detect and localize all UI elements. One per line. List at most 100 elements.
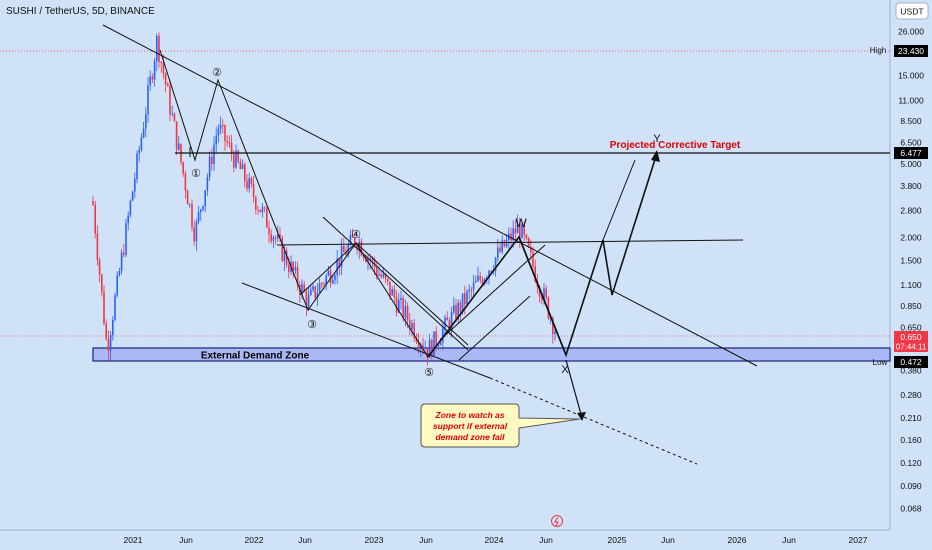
candle-27 bbox=[151, 73, 154, 84]
candle-16 bbox=[127, 211, 129, 231]
flash-icon[interactable] bbox=[551, 515, 563, 527]
candle-45 bbox=[191, 199, 193, 232]
low-marker: Low 0.472 bbox=[873, 356, 928, 368]
y-tick-10: 1.500 bbox=[900, 255, 922, 265]
candle-59 bbox=[222, 119, 224, 134]
price-axis[interactable] bbox=[890, 0, 932, 550]
wave-3-label: ③ bbox=[307, 319, 317, 331]
svg-text:6.477: 6.477 bbox=[900, 148, 922, 158]
x-tick-2: 2022 bbox=[245, 535, 264, 545]
y-tick-17: 0.210 bbox=[900, 413, 922, 423]
impulse-wave-path bbox=[159, 49, 429, 358]
x-tick-1: Jun bbox=[179, 535, 193, 545]
candle-37 bbox=[173, 112, 176, 122]
candle-118 bbox=[351, 228, 354, 238]
candle-44 bbox=[189, 203, 191, 209]
svg-text:Low: Low bbox=[873, 358, 888, 367]
candle-57 bbox=[217, 124, 220, 143]
candle-138 bbox=[395, 290, 398, 317]
candle-98 bbox=[307, 286, 310, 312]
candle-40 bbox=[180, 143, 182, 165]
candle-67 bbox=[239, 158, 242, 170]
breakdown-arrow bbox=[565, 359, 583, 419]
wedge-upper-line bbox=[322, 216, 469, 351]
candle-8 bbox=[109, 331, 112, 361]
candle-114 bbox=[343, 237, 345, 253]
candle-207 bbox=[547, 296, 550, 321]
candle-79 bbox=[266, 204, 268, 228]
svg-text:0.472: 0.472 bbox=[900, 357, 922, 367]
candle-93 bbox=[296, 261, 299, 291]
callout-line-2: support if external bbox=[433, 421, 508, 431]
currency-button[interactable]: USDT bbox=[895, 2, 929, 20]
candle-23 bbox=[142, 121, 145, 139]
candle-107 bbox=[327, 265, 330, 277]
candle-100 bbox=[312, 283, 314, 293]
candle-58 bbox=[219, 116, 222, 135]
candle-81 bbox=[270, 229, 272, 244]
candle-7 bbox=[107, 330, 110, 361]
candle-167 bbox=[459, 299, 462, 322]
candle-64 bbox=[233, 150, 235, 173]
candle-54 bbox=[211, 148, 213, 171]
candle-62 bbox=[228, 135, 231, 148]
candle-165 bbox=[455, 298, 457, 323]
candle-206 bbox=[545, 285, 547, 301]
wave-4-label: ④ bbox=[351, 229, 361, 241]
candle-66 bbox=[237, 149, 239, 164]
candle-80 bbox=[268, 220, 270, 243]
wave-1-label: ① bbox=[191, 168, 201, 180]
candle-102 bbox=[316, 283, 319, 306]
x-tick-12: 2027 bbox=[849, 535, 868, 545]
x-tick-8: 2025 bbox=[608, 535, 627, 545]
candle-108 bbox=[329, 266, 332, 288]
y-tick-13: 0.650 bbox=[900, 322, 922, 332]
candle-2 bbox=[96, 225, 99, 266]
y-tick-3: 11.000 bbox=[898, 96, 924, 106]
candle-19 bbox=[134, 172, 136, 199]
candle-86 bbox=[281, 235, 283, 263]
x-tick-4: 2023 bbox=[365, 535, 384, 545]
candle-131 bbox=[380, 270, 382, 280]
candle-110 bbox=[334, 272, 336, 285]
candle-18 bbox=[131, 190, 134, 202]
candle-191 bbox=[512, 220, 514, 248]
time-axis[interactable]: 2021 Jun 2022 Jun 2023 Jun 2024 Jun 2025 Jun 2026 J… bbox=[124, 535, 868, 545]
candle-176 bbox=[479, 271, 481, 284]
candle-0 bbox=[92, 195, 94, 207]
candle-61 bbox=[226, 134, 228, 147]
candle-56 bbox=[215, 126, 217, 154]
candle-48 bbox=[197, 205, 200, 225]
candle-196 bbox=[523, 221, 525, 242]
candle-175 bbox=[477, 266, 479, 282]
candle-78 bbox=[263, 206, 266, 213]
external-demand-zone[interactable] bbox=[92, 347, 891, 362]
y-tick-4: 8.500 bbox=[900, 116, 922, 126]
svg-text:USDT: USDT bbox=[900, 7, 923, 17]
candle-52 bbox=[206, 173, 209, 196]
candle-185 bbox=[499, 241, 501, 254]
target-arrow-head bbox=[651, 150, 660, 162]
candle-71 bbox=[248, 172, 250, 193]
candle-35 bbox=[169, 79, 171, 122]
candle-192 bbox=[514, 220, 517, 241]
support-callout[interactable]: Zone to watch as support if external dem… bbox=[420, 403, 581, 448]
svg-text:High: High bbox=[870, 46, 886, 55]
lower-channel-projection bbox=[489, 377, 698, 465]
target-price-marker: 6.477 bbox=[894, 147, 928, 159]
candle-11 bbox=[116, 271, 118, 298]
y-tick-9: 2.000 bbox=[900, 232, 922, 242]
candle-115 bbox=[345, 246, 347, 256]
candle-55 bbox=[213, 136, 215, 171]
candle-20 bbox=[136, 150, 138, 184]
x-tick-0: 2021 bbox=[124, 535, 143, 545]
plot-area bbox=[0, 0, 890, 530]
candle-75 bbox=[257, 205, 259, 215]
x-tick-10: 2026 bbox=[728, 535, 747, 545]
y-tick-8: 2.800 bbox=[900, 205, 922, 215]
candle-6 bbox=[105, 319, 107, 341]
candle-46 bbox=[193, 220, 195, 246]
candle-21 bbox=[138, 145, 140, 163]
candle-103 bbox=[318, 278, 321, 293]
